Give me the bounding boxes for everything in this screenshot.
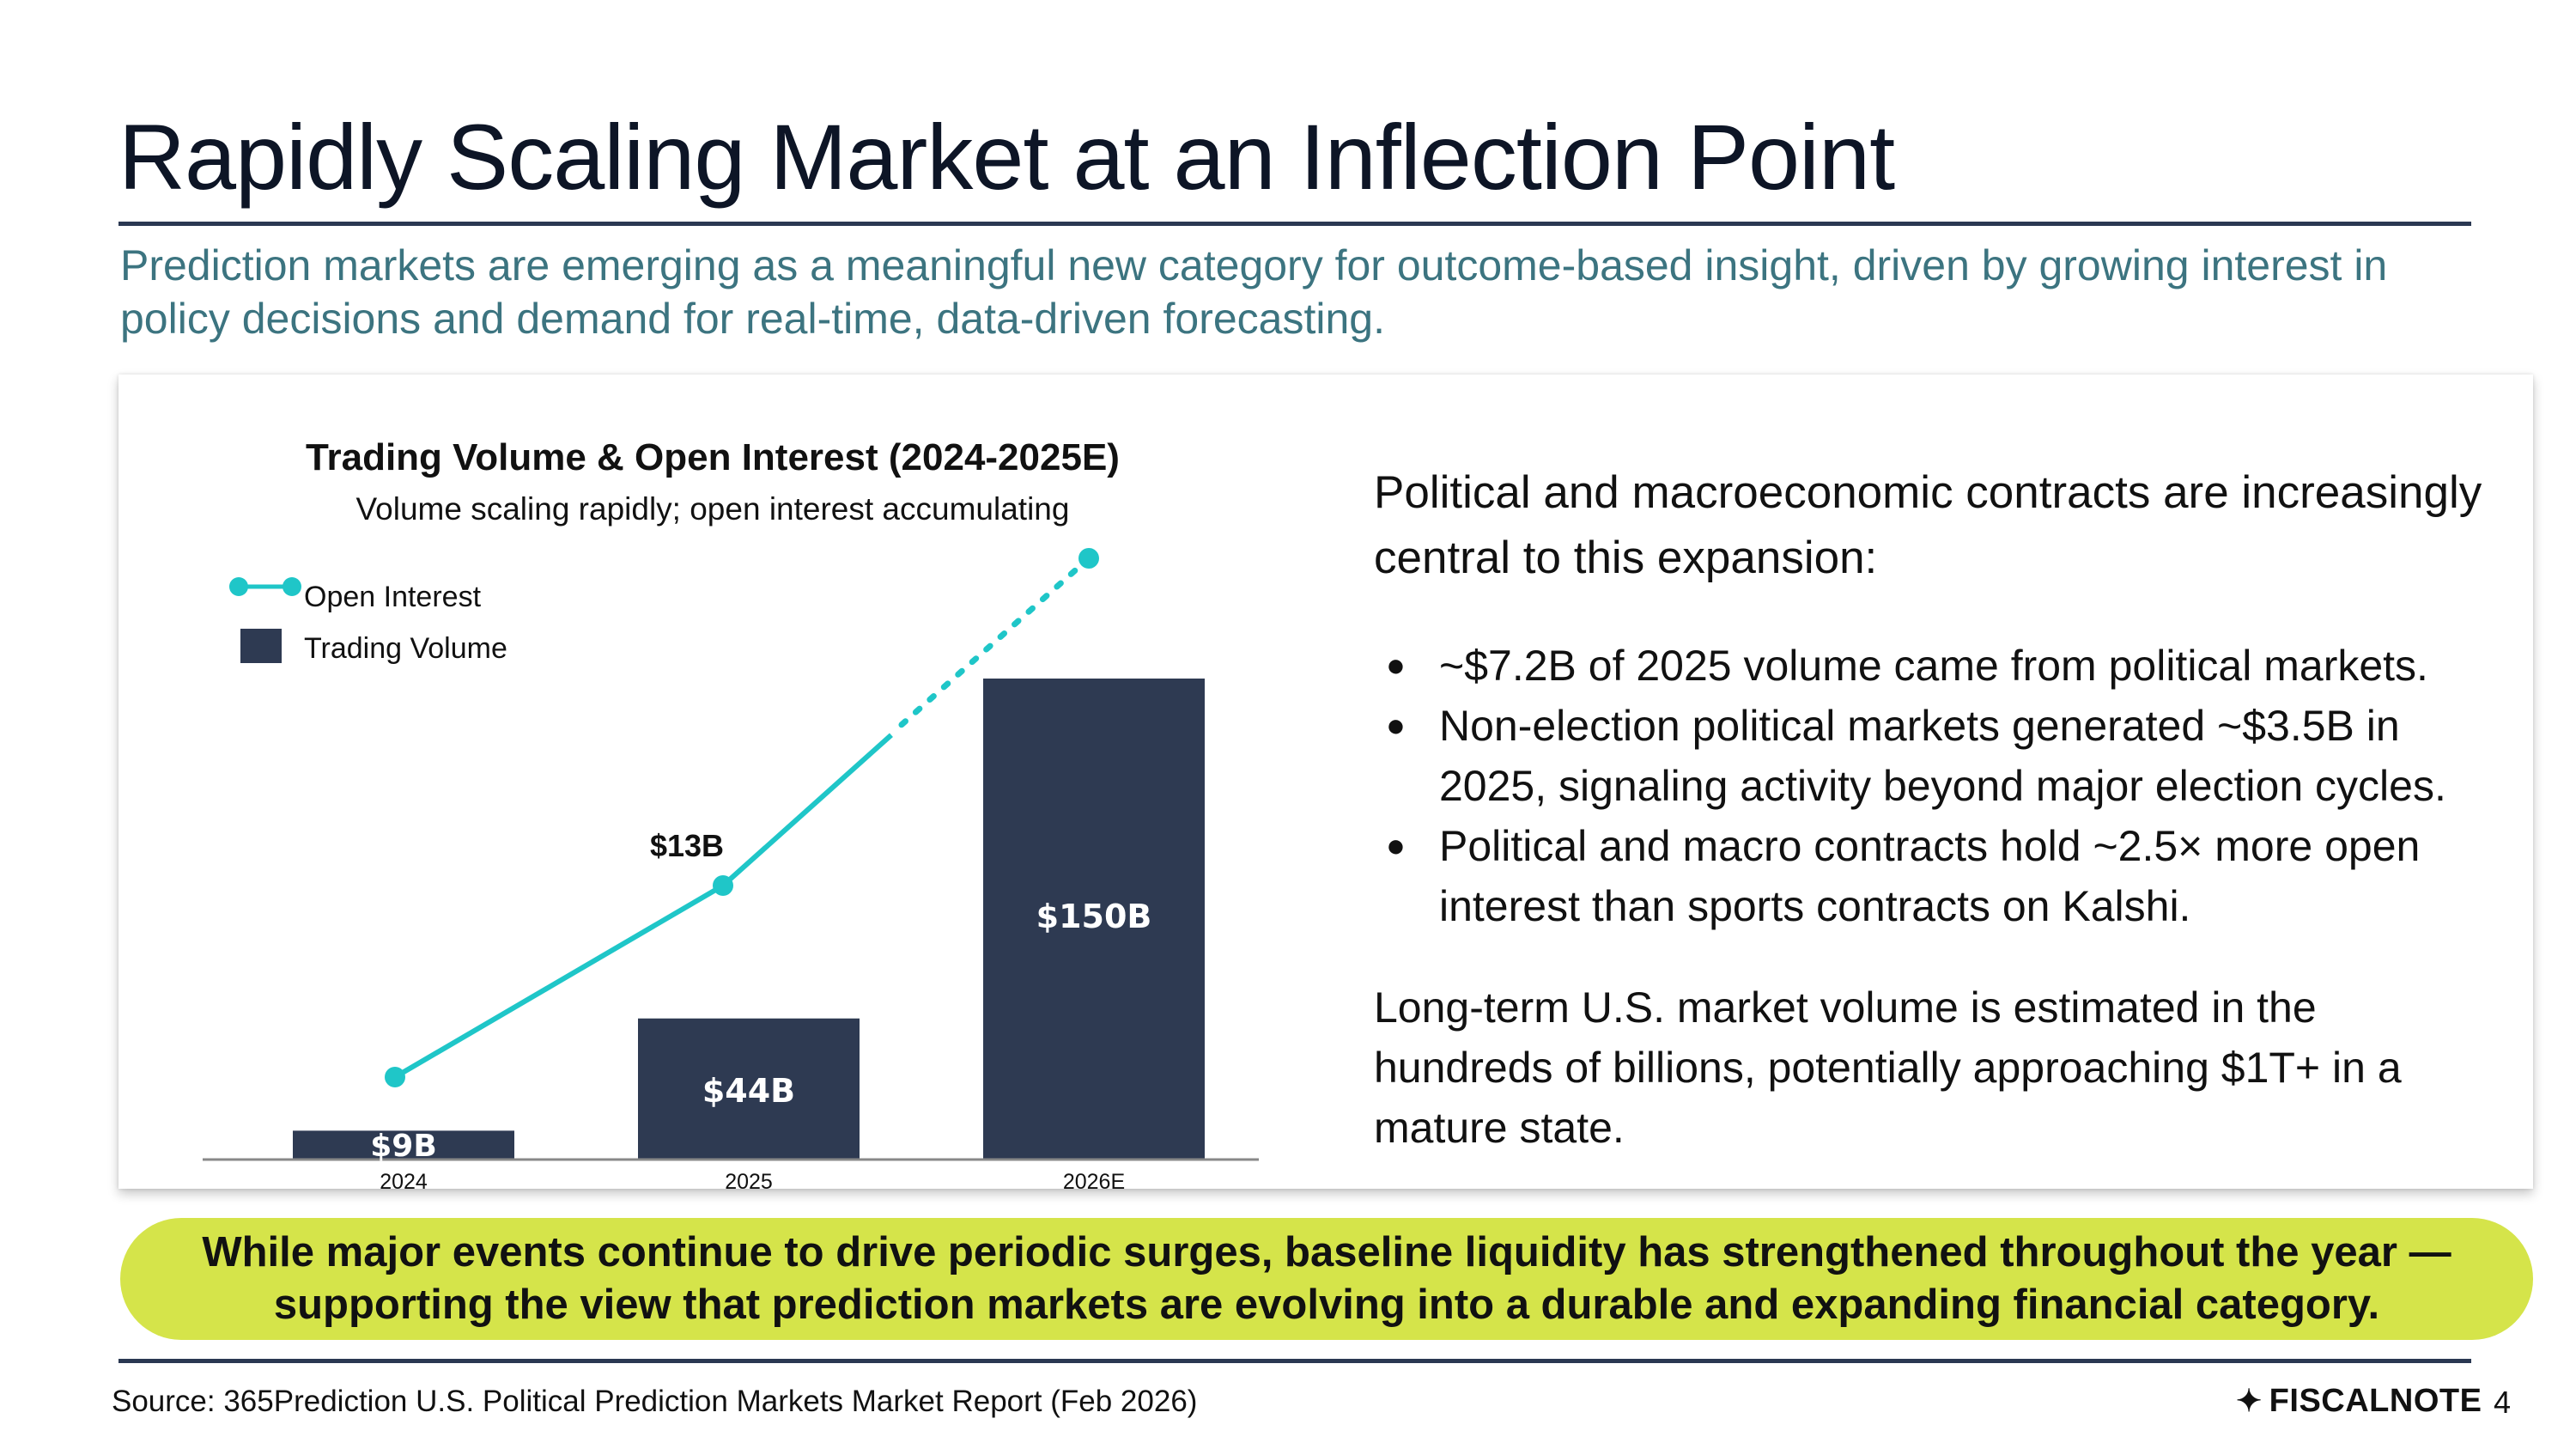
right-closing: Long-term U.S. market volume is estimate… [1374,983,2402,1152]
open-interest-projection [898,555,1092,728]
bar-2026E [983,679,1205,1160]
x-tick-label: 2025 [725,1170,773,1194]
fiscalnote-logo: ✦ FISCALNOTE [2236,1383,2482,1420]
chart-subtitle: Volume scaling rapidly; open interest ac… [355,491,1070,527]
callout-banner: While major events continue to drive per… [120,1218,2533,1340]
footer-divider [118,1359,2471,1363]
bar-2024 [293,1130,514,1160]
legend-marker-open-interest [229,577,248,596]
bar-label: $44B [702,1072,795,1110]
page-number: 4 [2494,1385,2512,1420]
bullet-item: Non-election political markets generated… [1374,696,2507,816]
legend-swatch-trading-volume [240,629,282,663]
title-divider [118,222,2471,226]
legend-marker-open-interest-end [283,577,301,596]
bar-label: $150B [1036,898,1152,935]
bullet-item: Political and macro contracts hold ~2.5×… [1374,816,2507,936]
right-intro: Political and macroeconomic contracts ar… [1374,467,2482,583]
bar-2025 [638,1018,860,1160]
bar-label: $9B [370,1129,437,1164]
logo-text: FISCALNOTE [2269,1383,2482,1419]
page-title: Rapidly Scaling Market at an Inflection … [118,105,1895,209]
source-note: Source: 365Prediction U.S. Political Pre… [112,1385,1198,1418]
open-interest-line [721,733,893,888]
open-interest-point [713,875,733,896]
open-interest-point [385,1067,405,1087]
bullet-item: ~$7.2B of 2025 volume came from politica… [1374,636,2507,696]
x-tick-label: 2026E [1063,1170,1125,1194]
sparkle-icon: ✦ [2236,1383,2263,1418]
bullet-list: ~$7.2B of 2025 volume came from politica… [1374,636,2507,936]
legend-label-open-interest: Open Interest [304,581,482,613]
legend-label-trading-volume: Trading Volume [304,632,507,665]
page-subtitle: Prediction markets are emerging as a mea… [120,241,2388,343]
open-interest-label: $13B [650,828,724,863]
chart-legend [229,577,301,663]
open-interest-line [393,883,725,1080]
open-interest-point [1078,548,1099,569]
x-tick-label: 2024 [380,1170,428,1194]
chart-title: Trading Volume & Open Interest (2024-202… [306,436,1120,478]
